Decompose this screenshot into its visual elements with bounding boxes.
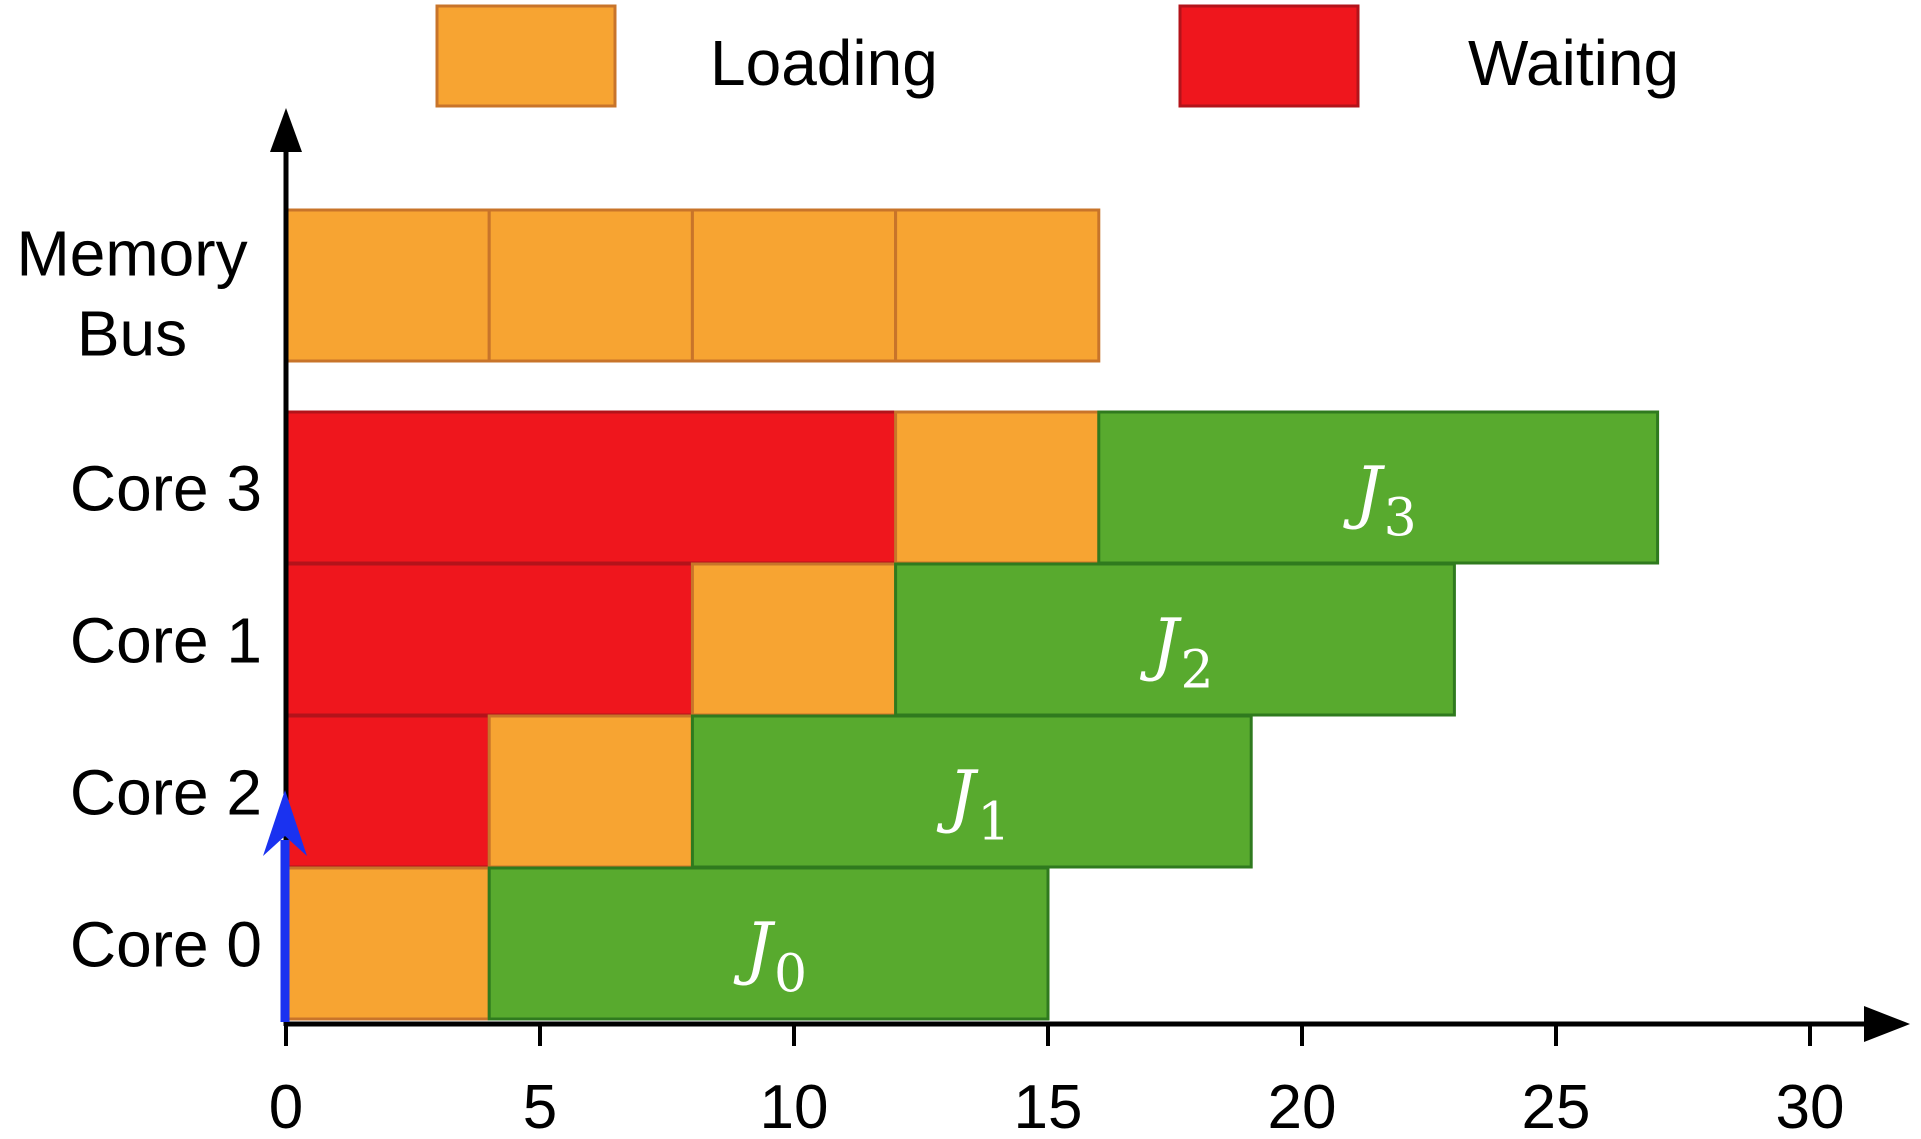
x-tick-label: 10 <box>760 1073 829 1134</box>
row-label: Memory <box>16 218 247 290</box>
bar-segment-loading <box>690 208 898 363</box>
bar-segment-waiting <box>284 562 694 717</box>
bar-segment-waiting <box>284 714 491 869</box>
bar-segment-loading <box>487 714 694 869</box>
bar-segment-loading <box>894 208 1101 363</box>
row-label: Core 3 <box>70 453 262 525</box>
bar-segment-loading <box>690 562 898 717</box>
job-label-subscript: 3 <box>1384 489 1417 549</box>
row-label: Core 2 <box>70 757 262 829</box>
x-tick-label: 30 <box>1776 1073 1845 1134</box>
bar-segment-job <box>1097 410 1660 565</box>
legend-swatch-loading <box>435 4 617 108</box>
x-tick-label: 25 <box>1522 1073 1591 1134</box>
x-tick-label: 20 <box>1268 1073 1337 1134</box>
bar-segment-job <box>690 714 1253 869</box>
legend-label-waiting: Waiting <box>1468 27 1679 99</box>
release-arrow-head <box>263 790 307 856</box>
bar-segment-waiting <box>284 410 898 565</box>
row-label: Core 1 <box>70 605 262 677</box>
legend-label-loading: Loading <box>710 27 938 99</box>
x-tick-label: 15 <box>1014 1073 1083 1134</box>
bar-segment-job <box>894 562 1456 717</box>
row-label: Bus <box>77 298 187 370</box>
bar-segment-job <box>487 866 1050 1021</box>
bar-segment-loading <box>487 208 694 363</box>
x-axis-arrowhead <box>1864 1006 1910 1042</box>
job-label-subscript: 1 <box>977 793 1010 853</box>
job-label-subscript: 0 <box>774 945 807 1005</box>
bar-segment-loading <box>894 410 1101 565</box>
bar-segment-loading <box>284 208 491 363</box>
job-label-subscript: 2 <box>1180 641 1213 701</box>
x-tick-label: 5 <box>523 1073 557 1134</box>
bar-segment-loading <box>284 866 491 1021</box>
x-tick-label: 0 <box>269 1073 303 1134</box>
y-axis-arrowhead <box>270 108 302 152</box>
row-label: Core 0 <box>70 909 262 981</box>
legend-swatch-waiting <box>1178 4 1360 108</box>
